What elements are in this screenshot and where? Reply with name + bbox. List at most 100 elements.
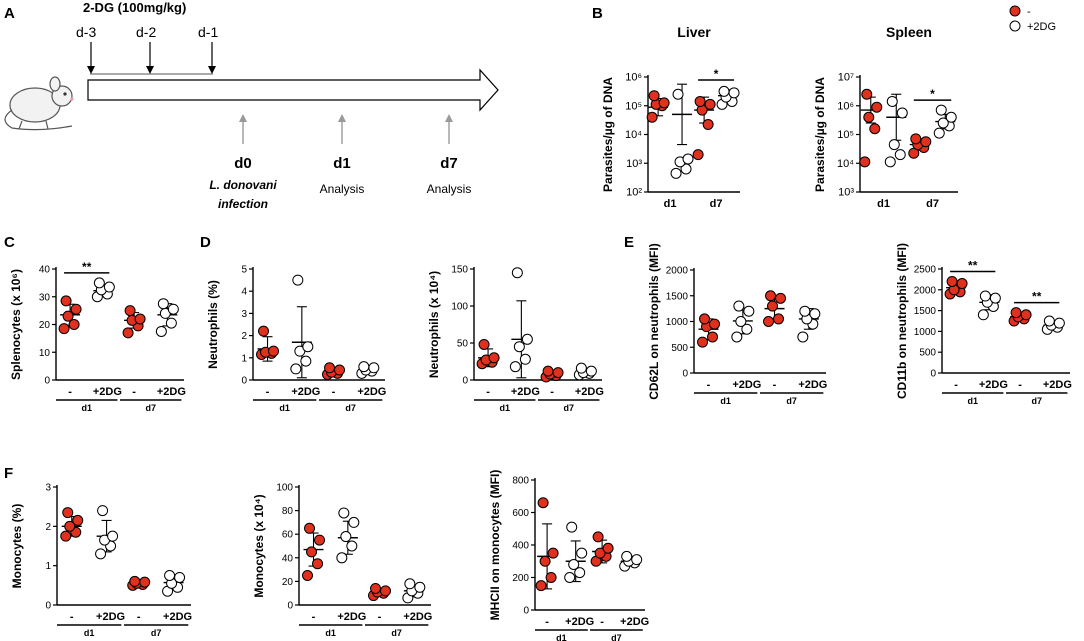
y-axis-label: CD62L on neutrophils (MFI) (647, 243, 661, 399)
data-point (594, 547, 606, 559)
y-tick-label: 500 (671, 343, 688, 354)
legend-label-control: - (1027, 6, 1031, 18)
y-tick-label: 1500 (914, 306, 937, 317)
timepoint-caption: Analysis (427, 182, 472, 196)
y-tick-label: 80 (282, 506, 294, 517)
group-label: d7 (391, 628, 402, 638)
x-tick-label: d1 (877, 198, 890, 210)
x-tick-label: - (707, 379, 711, 391)
data-point (348, 516, 360, 528)
data-point (1020, 309, 1032, 321)
x-tick-label: - (137, 611, 141, 623)
y-tick-label: 10⁶ (625, 72, 642, 84)
data-point (1043, 315, 1055, 327)
y-tick-label: 2 (241, 331, 247, 342)
data-point (977, 309, 989, 321)
x-tick-label: +2DG (511, 386, 540, 398)
y-tick-label: 40 (282, 553, 294, 564)
data-point (346, 540, 358, 552)
data-point (621, 550, 633, 562)
data-point (139, 576, 151, 588)
x-tick-label: +2DG (163, 611, 192, 623)
data-point (306, 546, 318, 558)
timepoint-day: d0 (234, 155, 252, 172)
y-tick-label: 600 (512, 508, 529, 519)
drug-label: 2-DG (100mg/kg) (83, 0, 186, 15)
x-tick-label: - (486, 386, 490, 398)
data-point (93, 277, 105, 289)
data-point (124, 305, 136, 317)
data-point (658, 97, 670, 109)
x-tick-label: - (70, 611, 74, 623)
data-point (62, 310, 74, 322)
y-tick-label: 0 (682, 369, 688, 380)
data-point (735, 316, 747, 327)
timeline-arrow (87, 68, 499, 112)
data-point (888, 139, 900, 151)
data-point (60, 295, 72, 307)
y-tick-label: 800 (512, 476, 529, 487)
data-point (566, 521, 578, 533)
significance-label: ** (1032, 290, 1042, 304)
data-point (884, 156, 896, 168)
data-point (552, 367, 564, 379)
group-label: d1 (279, 403, 290, 413)
data-point (290, 363, 302, 375)
data-point (157, 298, 169, 310)
data-point (539, 555, 551, 567)
x-tick-label: - (312, 611, 316, 623)
data-point (155, 325, 167, 337)
data-point (646, 111, 658, 123)
data-point (576, 547, 588, 559)
panel-letter-c: C (4, 234, 15, 251)
x-tick-label: +2DG (157, 386, 186, 398)
y-tick-label: 0 (241, 376, 247, 387)
data-point (340, 531, 352, 543)
data-point (380, 585, 392, 597)
panel-letter-a: A (4, 5, 15, 22)
data-point (95, 548, 107, 560)
y-tick-label: 10² (626, 187, 642, 199)
data-point (414, 581, 426, 593)
data-point (869, 123, 881, 135)
y-tick-label: 1000 (914, 327, 937, 338)
data-point (511, 267, 523, 279)
group-label: d7 (563, 403, 574, 413)
data-point (894, 149, 906, 161)
panel-a-schematic: 2-DG (100mg/kg) d-3 d-2 d-1 d0 (4, 0, 499, 211)
x-tick-label: - (1018, 379, 1022, 391)
y-axis-label: Parasites/µg of DNA (601, 77, 615, 192)
data-point (920, 136, 932, 148)
data-point (122, 327, 134, 339)
data-point (707, 331, 719, 343)
group-label: d7 (345, 403, 356, 413)
y-tick-label: 10⁴ (625, 129, 642, 141)
group-label: d1 (499, 403, 510, 413)
data-point (945, 111, 957, 123)
y-axis-label: Monocytes (x 10⁴) (252, 494, 266, 597)
data-point (910, 133, 922, 145)
data-point (697, 336, 709, 348)
data-point (304, 522, 316, 534)
pre-day-label: d-1 (198, 24, 218, 40)
x-tick-label: - (132, 386, 136, 398)
data-point (694, 95, 706, 107)
data-point (60, 530, 72, 542)
group-label: d7 (786, 396, 797, 406)
data-point (370, 582, 382, 594)
x-tick-label: +2DG (96, 611, 125, 623)
data-point (797, 331, 809, 343)
data-point (165, 317, 177, 329)
y-tick-label: 30 (39, 292, 51, 303)
data-point (896, 107, 908, 119)
data-point (773, 313, 785, 325)
data-point (718, 85, 730, 97)
x-tick-label: +2DG (798, 379, 827, 391)
panel-letter-b: B (592, 5, 603, 22)
data-point (775, 292, 787, 304)
chart-cd62l: 0 500 1000 1500 2000 CD62L on neutrophils (MF… (647, 243, 827, 406)
